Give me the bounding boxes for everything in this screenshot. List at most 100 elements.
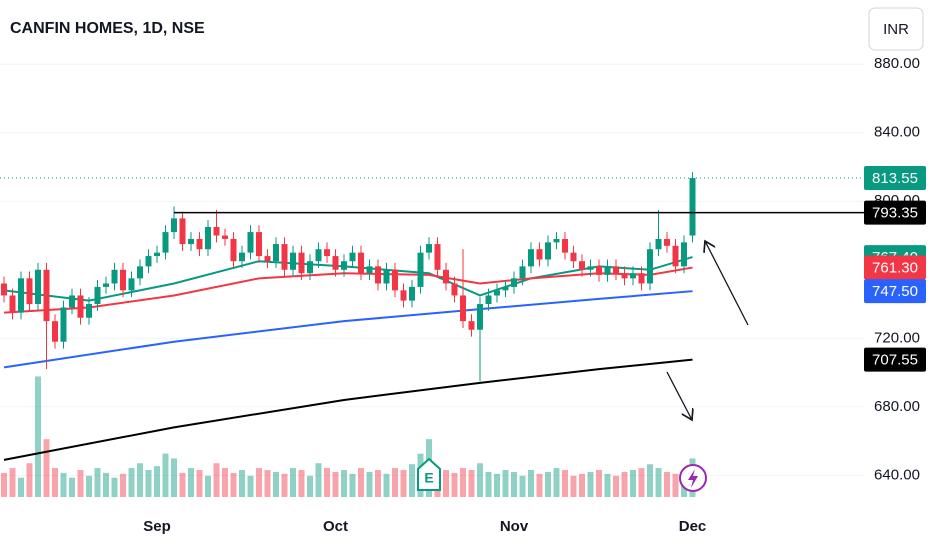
- volume-bar: [638, 468, 645, 497]
- volume-bar: [26, 463, 33, 497]
- currency-button[interactable]: INR: [868, 7, 924, 51]
- moving-average: [3, 358, 693, 461]
- candle-body: [222, 235, 228, 239]
- candle-body: [179, 218, 186, 245]
- volume-bar: [86, 475, 92, 497]
- x-tick-label: Nov: [500, 518, 529, 535]
- volume-bar: [120, 473, 126, 497]
- volume-bar: [664, 471, 670, 497]
- volume-bar: [536, 473, 543, 497]
- overlays: E: [0, 177, 864, 491]
- candle-body: [409, 286, 415, 301]
- volume-bar: [409, 464, 415, 497]
- volume-bar: [375, 470, 381, 497]
- candle-body: [213, 226, 220, 236]
- price-tag-label: 707.55: [872, 352, 918, 369]
- price-tag-label: 747.50: [872, 283, 918, 300]
- candle-body: [145, 256, 152, 267]
- price-tag: [864, 347, 926, 372]
- volume-bar: [43, 439, 50, 497]
- volume-bar: [188, 468, 194, 497]
- volume-bar: [630, 470, 636, 497]
- candle-body: [358, 252, 364, 274]
- volume-bar: [358, 468, 364, 497]
- candle-body: [256, 232, 262, 257]
- candle-body: [307, 261, 313, 274]
- volume-bar: [290, 468, 296, 497]
- volume-bar: [154, 466, 160, 497]
- candle-body: [128, 278, 135, 291]
- volume-bar: [256, 468, 262, 497]
- volume-bar: [596, 470, 602, 497]
- volume-bar: [545, 471, 551, 497]
- y-tick-label: 680.00: [874, 398, 920, 415]
- candle-body: [621, 273, 628, 279]
- candle-body: [647, 249, 653, 284]
- volume-bar: [213, 463, 220, 497]
- volume-bar: [519, 475, 526, 497]
- annotation-arrow: [705, 241, 749, 326]
- volume-bar: [179, 472, 186, 497]
- candle-body: [596, 266, 602, 275]
- candles: [1, 172, 696, 382]
- volume-bar: [315, 463, 322, 497]
- candle-body: [664, 238, 670, 246]
- volume-bar: [230, 472, 237, 497]
- moving-average: [3, 290, 693, 369]
- candle-body: [349, 252, 356, 262]
- candle-body: [383, 269, 390, 284]
- candle-body: [111, 269, 118, 284]
- volume-bar: [205, 475, 211, 497]
- volume-bar: [171, 458, 177, 497]
- candle-body: [451, 283, 458, 296]
- candle-body: [341, 261, 347, 270]
- candle-body: [239, 252, 245, 262]
- volume-bar: [451, 472, 458, 497]
- price-tag: [864, 255, 926, 280]
- y-tick-label: 640.00: [874, 466, 920, 483]
- volume-bar: [9, 468, 16, 497]
- volume-bar: [35, 376, 41, 497]
- y-tick-label: 840.00: [874, 124, 920, 141]
- candle-body: [230, 238, 237, 262]
- volume-bar: [94, 468, 101, 497]
- x-tick-label: Dec: [679, 518, 707, 535]
- volume-bar: [222, 468, 228, 497]
- volume-bar: [621, 471, 628, 497]
- volume-bar: [298, 470, 305, 497]
- candle-body: [579, 261, 585, 270]
- candle-body: [400, 290, 407, 301]
- candle-body: [477, 304, 483, 330]
- candle-body: [247, 232, 254, 253]
- candle-body: [264, 256, 271, 262]
- volume-bar: [239, 470, 245, 497]
- candle-body: [43, 269, 50, 322]
- candle-body: [434, 244, 441, 270]
- volume-bar: [103, 472, 109, 497]
- volume-bar: [52, 468, 58, 497]
- volume-bar: [332, 471, 339, 497]
- volume-bar: [324, 468, 330, 497]
- currency-label[interactable]: INR: [883, 21, 909, 38]
- candle-body: [443, 269, 449, 284]
- candle-body: [52, 321, 58, 342]
- volume-bar: [128, 468, 135, 497]
- candle-body: [460, 295, 466, 322]
- candle-body: [655, 238, 662, 250]
- candle-body: [77, 295, 84, 318]
- candle-body: [468, 321, 475, 330]
- candle-body: [613, 266, 619, 274]
- time-axis: Sep Oct Nov Dec: [143, 518, 706, 535]
- volume-bar: [247, 475, 254, 497]
- volume-bar: [196, 470, 203, 497]
- volume-bar: [443, 470, 449, 497]
- candle-body: [587, 266, 594, 270]
- volume-bar: [477, 463, 483, 497]
- volume-bar: [485, 471, 492, 497]
- price-tag-label: 761.30: [872, 260, 918, 277]
- candle-body: [681, 242, 687, 267]
- volume-bar: [60, 472, 67, 497]
- price-tag: [864, 279, 926, 304]
- candle-body: [604, 266, 611, 275]
